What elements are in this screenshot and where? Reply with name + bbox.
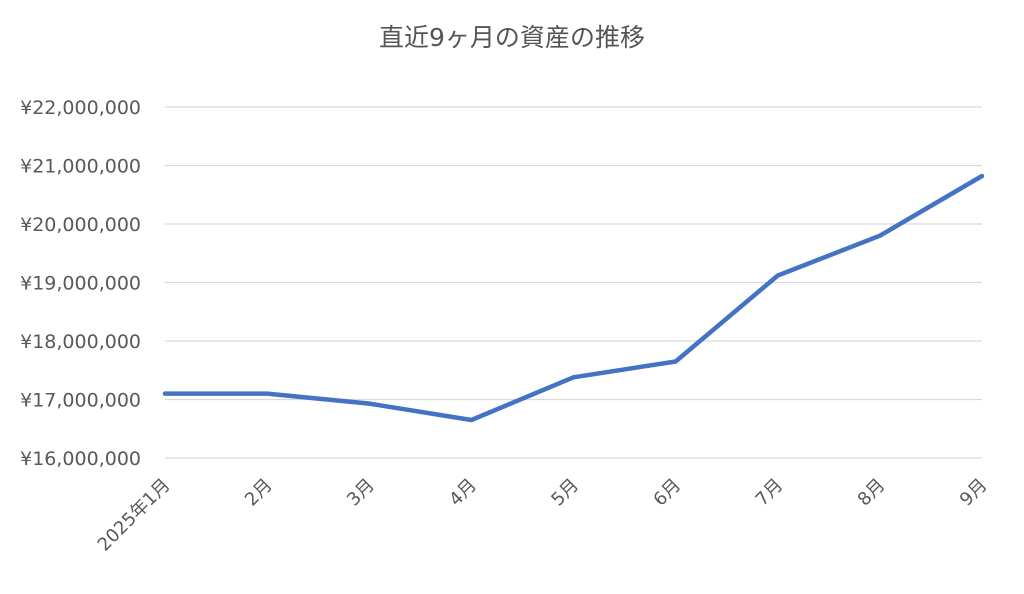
x-tick-label: 6月 — [649, 475, 685, 511]
x-axis-labels: 2025年1月 2月 3月 4月 5月 6月 7月 8月 9月 — [94, 475, 992, 556]
y-tick-label: ¥16,000,000 — [20, 448, 141, 470]
x-tick-label: 7月 — [752, 475, 788, 511]
chart-title: 直近9ヶ月の資産の推移 — [379, 23, 645, 52]
x-tick-label: 3月 — [343, 475, 379, 511]
x-tick-label: 4月 — [445, 475, 481, 511]
y-tick-label: ¥18,000,000 — [20, 331, 141, 353]
y-tick-label: ¥20,000,000 — [20, 214, 141, 236]
y-tick-label: ¥22,000,000 — [20, 97, 141, 119]
y-axis-labels: ¥16,000,000 ¥17,000,000 ¥18,000,000 ¥19,000… — [20, 97, 141, 470]
y-tick-label: ¥19,000,000 — [20, 273, 141, 295]
series-line — [162, 173, 985, 423]
x-tick-label: 2025年1月 — [94, 475, 175, 556]
x-tick-label: 8月 — [854, 475, 890, 511]
series-lines — [162, 173, 985, 423]
y-tick-label: ¥17,000,000 — [20, 390, 141, 412]
x-tick-label: 9月 — [956, 475, 992, 511]
x-tick-label: 5月 — [547, 475, 583, 511]
x-tick-label: 2月 — [241, 475, 277, 511]
gridlines — [165, 106, 982, 459]
y-tick-label: ¥21,000,000 — [20, 156, 141, 178]
